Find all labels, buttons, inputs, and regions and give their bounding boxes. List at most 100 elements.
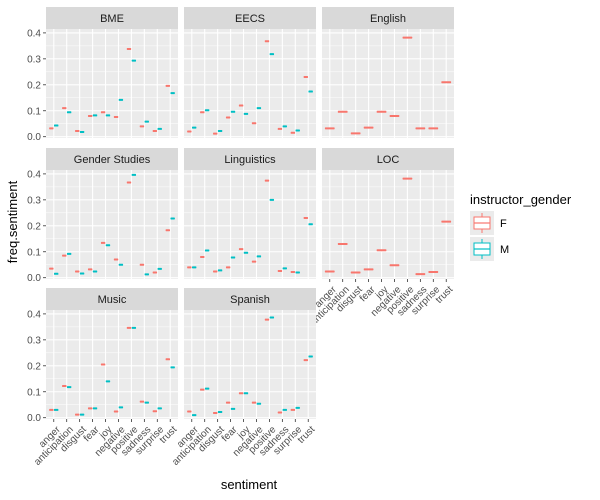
box-eecs-anticipation-m [204,109,210,112]
box-linguistics-anger-f [187,266,192,269]
box-music-trust-m [170,366,175,369]
box-spanish-fear-m [230,407,236,410]
box-gender-studies-joy-f [100,241,106,244]
box-gender-studies-surprise-f [152,271,158,274]
box-gender-studies-fear-m [92,270,98,273]
y-tick-label-music: 0.2 [27,361,41,372]
strip-label-eecs: EECS [235,13,265,25]
panel-spanish [184,310,316,419]
strip-label-english: English [370,13,406,25]
panel-english [322,29,454,138]
y-tick-label-music: 0.1 [27,387,41,398]
box-english-joy-f [376,110,387,113]
box-linguistics-negative-m [256,255,262,258]
box-linguistics-fear-m [230,256,236,259]
y-tick-label-bme: 0.4 [27,28,41,39]
box-english-disgust-f [350,132,361,135]
box-gender-studies-surprise-m [157,267,162,270]
box-eecs-anger-m [192,126,197,129]
legend-keys: FM [470,211,509,261]
box-eecs-sadness-f [277,127,283,130]
panel-bme [46,29,178,138]
box-spanish-negative-m [256,402,262,405]
panel-background-music [46,310,178,419]
box-loc-trust-f [441,220,452,223]
box-english-anger-f [324,127,335,130]
box-music-trust-f [165,358,170,361]
facet-english: English [322,7,454,138]
box-music-disgust-f [75,413,80,416]
box-bme-positive-m [131,59,137,62]
box-linguistics-fear-f [225,266,231,269]
box-linguistics-disgust-f [213,270,218,273]
box-english-trust-f [441,81,452,84]
box-music-anticipation-m [66,386,72,389]
strip-spanish [184,288,316,310]
box-spanish-surprise-f [290,408,296,411]
box-spanish-surprise-m [295,406,300,409]
box-loc-anticipation-f [337,242,348,245]
box-gender-studies-positive-f [126,181,132,184]
box-spanish-positive-m [269,316,275,319]
y-tick-label-gender-studies: 0.2 [27,221,41,232]
box-spanish-disgust-f [213,412,218,415]
panel-music [46,310,178,419]
box-eecs-surprise-m [295,129,300,132]
box-eecs-joy-f [238,104,244,107]
box-bme-surprise-m [157,127,162,130]
strip-label-music: Music [98,294,127,306]
box-eecs-trust-m [308,90,313,93]
box-eecs-anticipation-f [200,111,205,114]
box-english-fear-f [363,126,374,129]
box-eecs-negative-f [251,122,257,125]
box-linguistics-anticipation-m [204,249,210,252]
panel-loc [322,170,454,279]
box-linguistics-sadness-m [282,267,287,270]
y-tick-label-gender-studies: 0.0 [27,273,41,284]
box-bme-negative-m [118,98,124,101]
box-linguistics-positive-f [264,179,270,182]
box-bme-anger-m [54,124,59,127]
box-gender-studies-fear-f [87,268,93,271]
box-linguistics-disgust-m [217,269,223,272]
box-english-positive-f [402,36,413,39]
box-spanish-trust-m [308,355,313,358]
box-bme-fear-f [87,114,93,117]
box-linguistics-anticipation-f [200,255,205,258]
box-gender-studies-anticipation-m [66,252,72,255]
panel-background-bme [46,29,178,138]
box-bme-fear-m [92,114,98,117]
panel-background-english [322,29,454,138]
y-tick-label-bme: 0.3 [27,54,41,65]
facet-gender-studies: Gender Studies 0.0 0.1 0.2 0.3 0.4 [27,148,178,284]
box-music-positive-m [131,326,137,329]
box-bme-disgust-m [79,131,85,134]
box-bme-trust-m [170,92,175,95]
box-gender-studies-positive-m [131,173,137,176]
box-bme-positive-f [126,47,132,50]
box-linguistics-trust-m [308,223,313,226]
facet-bme: BME 0.0 0.1 0.2 0.3 0.4 [27,7,178,143]
box-eecs-negative-m [256,107,262,110]
box-music-anticipation-f [62,385,67,388]
box-music-anger-f [49,408,54,411]
strip-label-bme: BME [100,13,124,25]
box-english-negative-f [389,114,400,117]
legend-label-f: F [500,218,507,230]
box-gender-studies-anticipation-f [62,254,67,257]
box-linguistics-positive-m [269,198,275,201]
box-music-negative-f [113,410,119,413]
box-spanish-anticipation-f [200,388,205,391]
box-spanish-anger-m [192,414,197,417]
y-tick-label-gender-studies: 0.4 [27,169,41,180]
facet-eecs: EECS [184,7,316,138]
box-eecs-disgust-m [217,129,223,132]
box-loc-joy-f [376,249,387,252]
box-bme-disgust-f [75,129,80,132]
box-bme-joy-m [105,114,111,117]
box-spanish-joy-f [238,392,244,395]
box-eecs-fear-f [225,116,231,119]
box-music-sadness-f [139,400,145,403]
facet-linguistics: Linguistics [184,148,316,279]
box-bme-surprise-f [152,129,158,132]
